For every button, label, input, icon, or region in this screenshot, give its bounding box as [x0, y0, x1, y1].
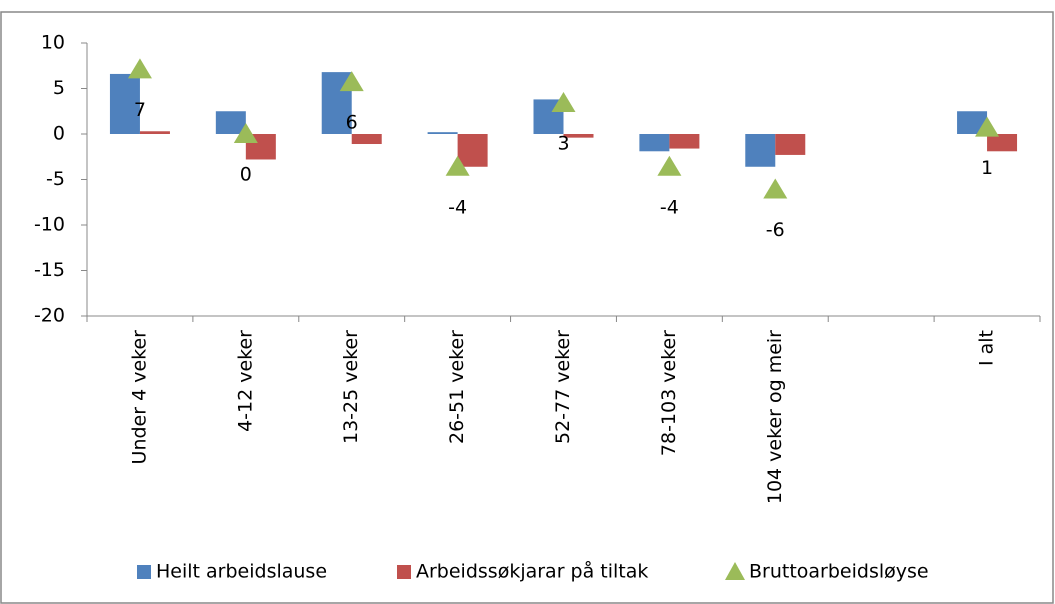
bar [109, 73, 140, 134]
y-tick-label: 0 [53, 123, 65, 145]
x-tick-label: I alt [976, 330, 998, 366]
legend-swatch [397, 565, 411, 579]
bar [775, 134, 806, 155]
bar [563, 134, 594, 138]
x-tick-label: 4-12 veker [234, 330, 256, 432]
bar [351, 134, 382, 145]
triangle-marker [763, 178, 788, 199]
x-tick-label: 104 veker og meir [764, 330, 786, 504]
data-label: -4 [660, 196, 679, 218]
data-label: 1 [981, 157, 993, 179]
y-tick-label: -20 [34, 305, 65, 327]
data-label: -6 [766, 219, 785, 241]
triangle-marker [975, 116, 1000, 137]
triangle-marker [657, 155, 682, 176]
triangle-marker [445, 155, 470, 176]
x-tick-label: Under 4 veker [128, 330, 150, 465]
y-tick-label: 10 [41, 32, 65, 54]
x-tick-label: 52-77 veker [552, 330, 574, 444]
bar [139, 131, 170, 134]
y-tick-label: -10 [34, 214, 65, 236]
legend-label: Bruttoarbeidsløyse [749, 561, 929, 583]
bar [215, 111, 246, 134]
bar [957, 111, 988, 134]
y-tick-label: -15 [34, 259, 65, 281]
triangle-marker [233, 123, 258, 143]
x-tick-label: 78-103 veker [658, 330, 680, 456]
legend-label: Heilt arbeidslause [156, 561, 327, 583]
bar [457, 134, 488, 167]
data-label: -4 [448, 196, 467, 218]
bar [669, 134, 700, 149]
bar [427, 132, 458, 134]
legend-swatch [725, 562, 745, 580]
x-tick-label: 26-51 veker [446, 330, 468, 444]
triangle-marker [127, 58, 152, 79]
bar [745, 134, 776, 167]
data-label: 0 [240, 164, 252, 186]
legend-swatch [137, 565, 151, 579]
y-tick-label: -5 [46, 168, 65, 190]
triangle-marker [551, 92, 576, 113]
data-label: 3 [557, 133, 569, 155]
triangle-marker [339, 71, 364, 92]
chart-border [0, 11, 1054, 604]
data-label: 7 [134, 99, 146, 121]
y-tick-label: 5 [53, 77, 65, 99]
data-label: 6 [346, 112, 358, 134]
bar [987, 134, 1018, 152]
legend-label: Arbeidssøkjarar på tiltak [416, 560, 648, 583]
x-tick-label: 13-25 veker [340, 330, 362, 444]
bar [639, 134, 670, 152]
